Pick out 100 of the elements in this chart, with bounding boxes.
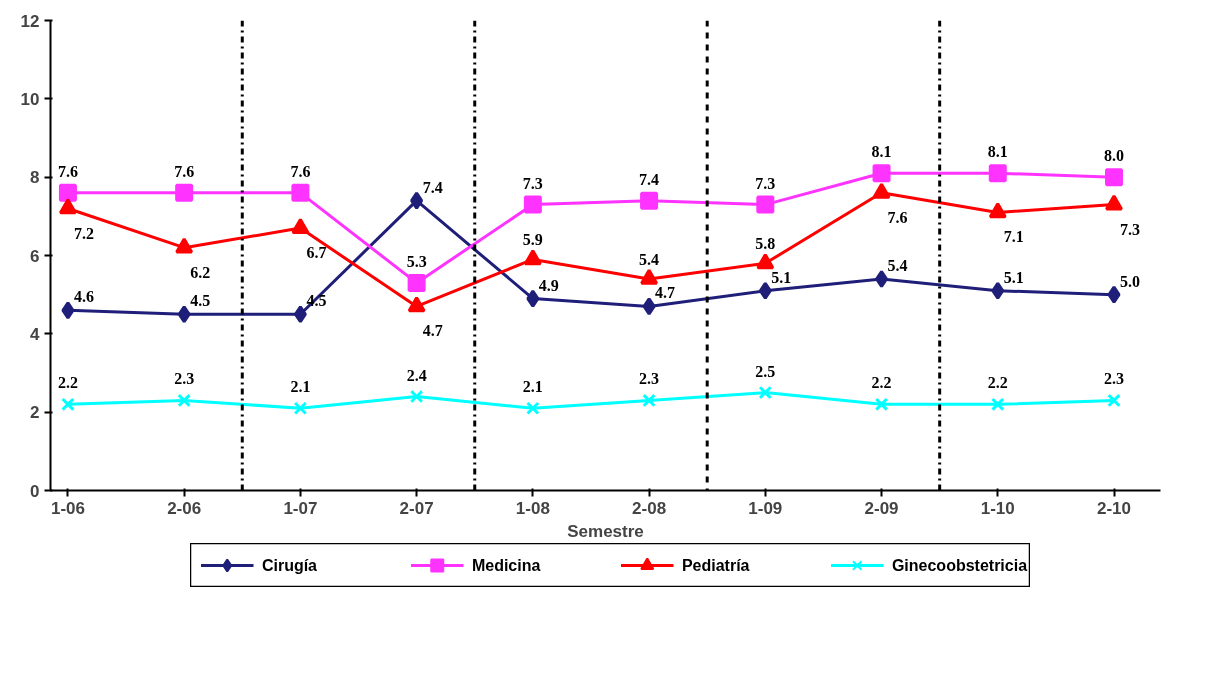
data-label: 2.1 [522,378,543,396]
data-label: 4.6 [73,288,94,306]
point [872,164,891,183]
point [293,401,308,416]
point [758,281,772,300]
data-label: 4.7 [655,284,676,302]
data-label: 2.5 [755,362,776,380]
point [407,273,426,292]
point [990,397,1005,412]
point [988,202,1007,219]
point [872,182,891,199]
point [175,183,194,202]
point [642,393,656,408]
point [756,253,775,270]
data-label: 7.3 [1120,220,1141,238]
y-tick-label: 6 [30,246,40,266]
point [758,385,773,400]
data-label: 7.6 [290,162,311,180]
y-tick-label: 0 [30,481,40,501]
x-tick-label: 2-09 [864,498,899,518]
point [526,289,540,308]
data-label: 5.1 [771,268,792,286]
point [61,397,75,412]
legend-label: Pediatría [681,557,750,574]
point [523,195,542,214]
data-label: 7.3 [522,174,543,192]
point [58,198,77,215]
x-tick-label: 1-09 [748,498,783,518]
data-label: 2.1 [290,378,311,396]
point [177,305,191,324]
point [1107,285,1121,304]
point [991,281,1005,300]
data-label: 7.6 [57,162,78,180]
point [642,297,656,316]
data-label: 5.4 [887,257,908,274]
data-label: 2.2 [871,374,892,392]
y-tick-label: 10 [20,89,40,109]
point [291,183,310,202]
data-label: 4.7 [422,322,443,340]
x-tick-label: 2-06 [167,498,202,518]
point [756,195,775,214]
x-tick-label: 1-07 [283,498,318,518]
data-label: 4.5 [190,292,211,310]
point [640,191,659,210]
data-label: 4.9 [538,276,559,294]
point [177,393,191,408]
y-tick-label: 4 [30,324,41,344]
point [988,164,1007,183]
data-label: 7.6 [174,162,195,180]
point [1105,194,1124,211]
point [1107,393,1121,408]
data-label: 2.3 [1104,370,1125,388]
x-axis-title: Semestre [567,521,644,541]
data-label: 7.4 [639,170,660,188]
data-label: 2.4 [406,366,427,384]
point [875,270,889,288]
legend-label: Ginecoobstetricia [891,557,1028,574]
point [1105,168,1124,187]
data-label: 6.7 [306,244,327,262]
point [293,305,307,324]
data-label: 5.1 [1003,268,1024,286]
data-label: 5.8 [755,235,776,253]
x-tick-label: 2-07 [399,498,434,518]
legend-label: Medicina [471,557,541,574]
x-tick-label: 2-08 [632,498,667,518]
data-label: 2.3 [174,370,195,388]
point [58,183,77,202]
data-label: 2.2 [57,374,78,392]
data-label: 5.4 [639,251,660,268]
point [410,191,424,210]
point [409,389,424,404]
y-tick-label: 2 [30,403,40,423]
data-label: 7.3 [755,174,776,192]
data-label: 8.0 [1104,147,1125,165]
data-label: 7.6 [887,208,908,226]
point [874,397,889,412]
data-label: 2.2 [987,374,1008,392]
point [175,237,194,254]
point [523,249,542,266]
data-label: 8.1 [871,143,892,161]
point [61,301,75,320]
x-tick-label: 1-06 [50,498,85,518]
data-label: 2.3 [639,370,660,388]
legend-label: Cirugía [261,557,318,574]
data-label: 7.4 [422,178,443,196]
y-tick-label: 12 [20,11,40,31]
data-label: 5.9 [522,231,543,249]
data-label: 7.2 [73,224,94,242]
x-tick-label: 2-10 [1097,498,1132,518]
x-tick-label: 1-10 [980,498,1015,518]
data-label: 7.1 [1003,228,1024,246]
y-tick-label: 8 [30,168,40,188]
data-label: 5.3 [406,252,427,270]
data-label: 8.1 [987,143,1008,161]
data-label: 5.0 [1120,272,1141,290]
point [407,296,426,313]
x-tick-label: 1-08 [515,498,550,518]
point [526,401,540,416]
point [291,217,310,234]
data-label: 6.2 [190,263,211,281]
